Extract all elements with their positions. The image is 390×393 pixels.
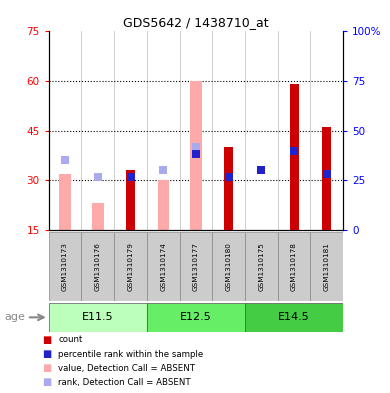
Bar (49, 232, 82, 301)
Bar (310, 31, 343, 230)
Bar (224, 147, 233, 230)
Text: ■: ■ (42, 377, 51, 387)
Text: ■: ■ (42, 349, 51, 359)
Bar (245, 303, 343, 332)
Text: value, Detection Call = ABSENT: value, Detection Call = ABSENT (58, 364, 195, 373)
Text: GSM1310180: GSM1310180 (226, 242, 232, 291)
Bar (147, 31, 180, 230)
Bar (310, 232, 343, 301)
Text: E12.5: E12.5 (180, 312, 212, 322)
Bar (212, 232, 245, 301)
Bar (82, 232, 114, 301)
Text: percentile rank within the sample: percentile rank within the sample (58, 350, 204, 358)
Bar (82, 31, 114, 230)
Bar (49, 31, 82, 230)
Text: E14.5: E14.5 (278, 312, 310, 322)
Bar (126, 170, 135, 230)
Bar (147, 232, 180, 301)
Text: ■: ■ (42, 363, 51, 373)
Bar (114, 232, 147, 301)
Bar (289, 84, 299, 230)
Text: GSM1310176: GSM1310176 (95, 242, 101, 291)
Bar (322, 127, 332, 230)
Text: E11.5: E11.5 (82, 312, 113, 322)
Bar (180, 31, 212, 230)
Bar (190, 81, 202, 230)
Title: GDS5642 / 1438710_at: GDS5642 / 1438710_at (123, 16, 269, 29)
Text: count: count (58, 336, 83, 344)
Bar (180, 232, 212, 301)
Bar (278, 232, 310, 301)
Text: GSM1310174: GSM1310174 (160, 242, 166, 291)
Bar (147, 303, 245, 332)
Text: rank, Detection Call = ABSENT: rank, Detection Call = ABSENT (58, 378, 191, 387)
Bar (92, 204, 104, 230)
Bar (114, 31, 147, 230)
Text: GSM1310173: GSM1310173 (62, 242, 68, 291)
Bar (245, 31, 278, 230)
Bar (158, 180, 169, 230)
Bar (278, 31, 310, 230)
Text: ■: ■ (42, 335, 51, 345)
Text: age: age (4, 312, 25, 322)
Text: GSM1310181: GSM1310181 (324, 242, 330, 291)
Text: GSM1310175: GSM1310175 (259, 242, 264, 291)
Bar (245, 232, 278, 301)
Bar (59, 174, 71, 230)
Bar (212, 31, 245, 230)
Text: GSM1310179: GSM1310179 (128, 242, 133, 291)
Text: GSM1310178: GSM1310178 (291, 242, 297, 291)
Bar (49, 303, 147, 332)
Text: GSM1310177: GSM1310177 (193, 242, 199, 291)
